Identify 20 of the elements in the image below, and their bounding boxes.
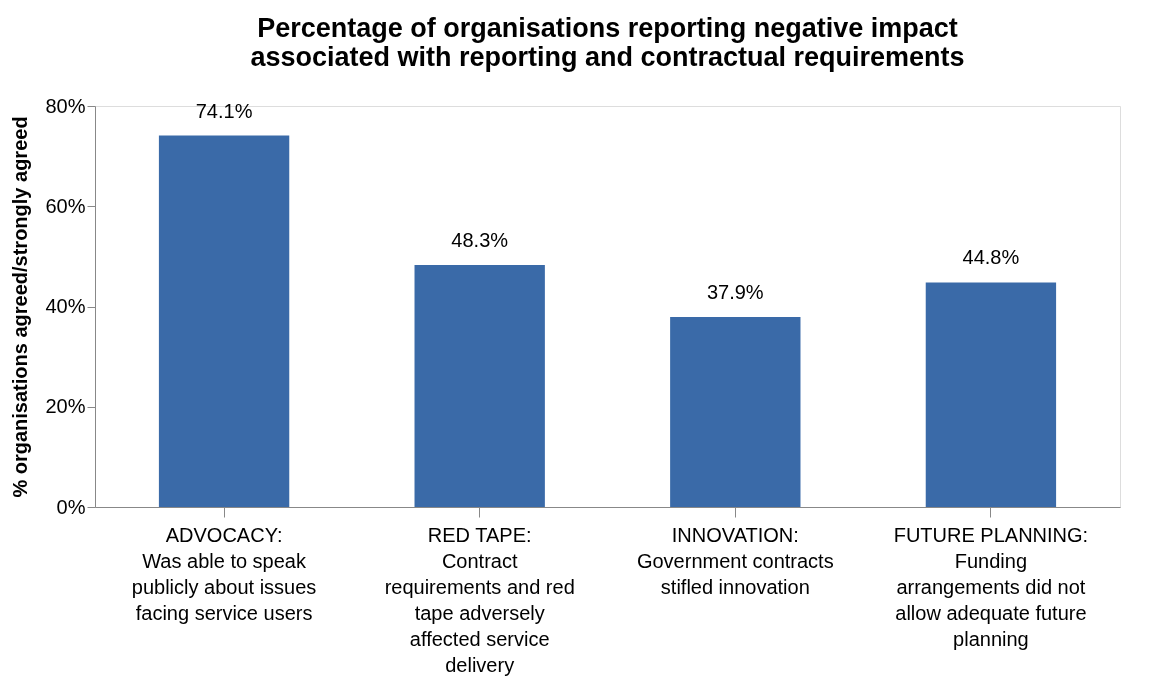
data-label: 37.9%	[706, 281, 764, 304]
x-tick-label: RED TAPE: Contract requirements and red tape adversely affected service delivery	[384, 523, 575, 676]
data-label: 48.3%	[451, 228, 509, 251]
y-tick-label: 60%	[45, 194, 86, 217]
x-tick-label: ADVOCACY: Was able to speak publicly about issues facing service users	[131, 523, 317, 624]
y-tick-label: 40%	[45, 295, 86, 317]
bar	[414, 264, 545, 507]
text: Percentage of organisations reporting negative impact	[257, 13, 958, 43]
data-label: 74.1%	[195, 99, 253, 122]
text: associated with reporting and contractual requirements	[250, 42, 965, 72]
data-label: 44.8%	[962, 246, 1020, 269]
bar	[925, 282, 1057, 507]
y-tick-label: 0%	[56, 495, 86, 518]
x-tick-label: FUTURE PLANNING: Funding arrangements did not allow adequate future planning	[893, 523, 1089, 650]
y-tick-label: 20%	[45, 395, 86, 418]
y-tick-label: 80%	[45, 94, 86, 117]
y-axis-title: % organisations agreed/strongly agreed	[9, 116, 32, 498]
bar	[670, 317, 801, 507]
bar	[158, 135, 290, 507]
x-tick-label: INNOVATION: Government contracts stifled innovation	[636, 523, 834, 598]
